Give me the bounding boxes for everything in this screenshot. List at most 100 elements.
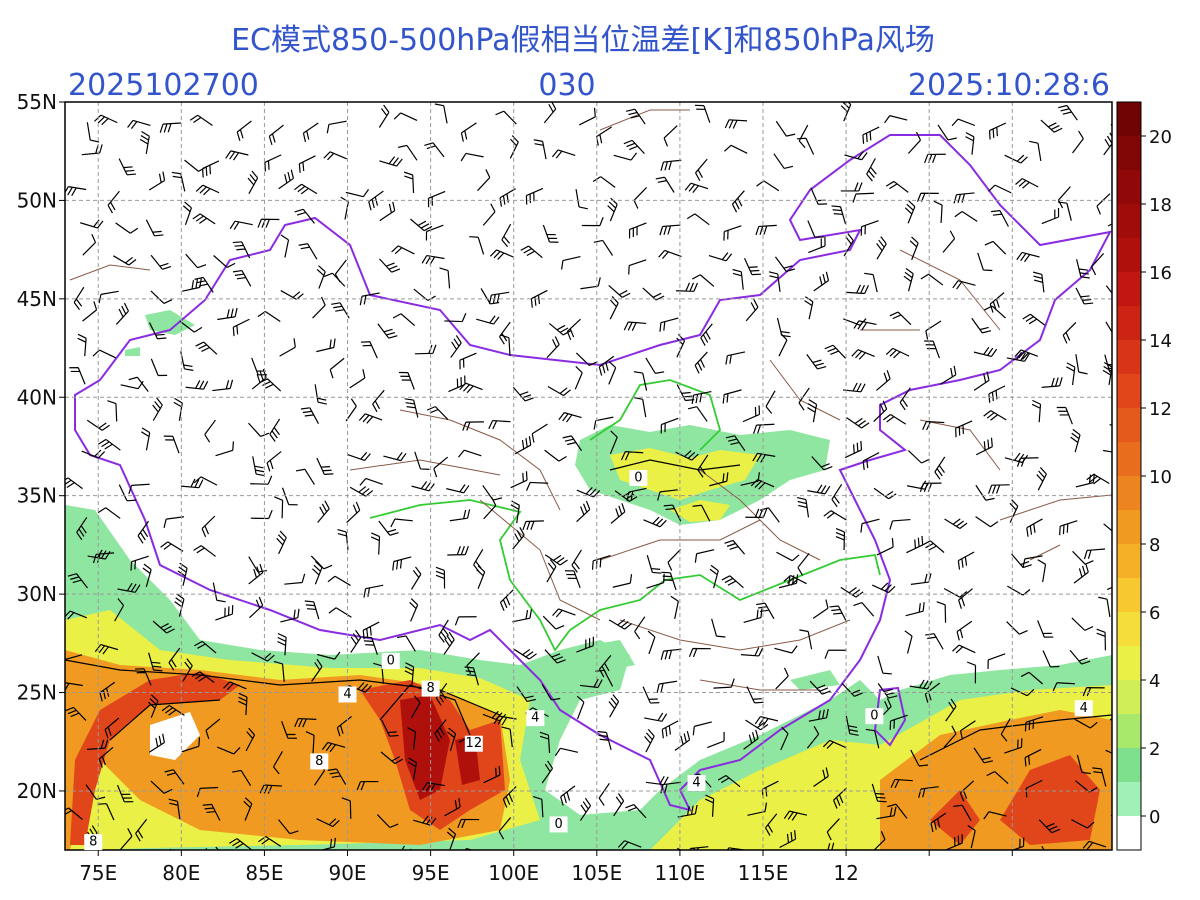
wind-barb	[490, 853, 512, 861]
wind-barb	[575, 352, 598, 366]
wind-barb	[127, 119, 151, 130]
wind-barb	[659, 224, 681, 236]
wind-barb	[403, 171, 415, 194]
wind-barb	[990, 210, 1009, 227]
wind-barb	[909, 679, 933, 690]
wind-barb	[956, 620, 973, 641]
wind-barb	[796, 137, 815, 155]
wind-barb	[435, 566, 446, 589]
wind-barb	[522, 520, 544, 531]
lon-label: 95E	[412, 861, 450, 885]
wind-barb	[376, 814, 399, 829]
wind-barb	[943, 725, 957, 748]
wind-barb	[350, 629, 362, 653]
wind-barb	[774, 256, 796, 272]
wind-barb	[150, 254, 172, 270]
wind-barb	[607, 197, 618, 222]
wind-barb	[107, 400, 118, 422]
wind-barb	[462, 421, 484, 431]
wind-barb	[593, 416, 614, 430]
wind-barb	[86, 419, 110, 431]
valid-time: 2025:10:28:6	[908, 68, 1110, 103]
wind-barb	[398, 144, 418, 161]
lon-label: 85E	[245, 861, 283, 885]
wind-barb	[986, 771, 1009, 785]
wind-barb	[566, 318, 581, 341]
wind-barb	[580, 678, 603, 689]
wind-barb	[341, 797, 352, 819]
shade-red	[70, 672, 1100, 845]
wind-barb	[776, 551, 800, 562]
wind-barb	[323, 151, 347, 161]
wind-barb	[73, 286, 85, 311]
wind-barb	[724, 539, 746, 555]
wind-barb	[229, 220, 253, 230]
contour-label: 0	[634, 470, 642, 485]
wind-barb	[552, 608, 576, 618]
wind-barb	[304, 600, 320, 620]
wind-barb	[1076, 754, 1091, 775]
wind-barb	[533, 795, 544, 818]
contour-label: 8	[426, 681, 434, 696]
lon-label: 105E	[571, 861, 622, 885]
wind-barb	[1014, 349, 1039, 360]
wind-barb	[724, 144, 748, 154]
lon-label: 100E	[488, 861, 539, 885]
wind-barb	[149, 322, 167, 340]
shading	[65, 109, 1112, 850]
wind-barb	[476, 315, 500, 325]
colorbar-swatch	[1117, 408, 1141, 442]
wind-barb	[871, 582, 896, 594]
wind-barb	[1071, 617, 1094, 631]
wind-barb	[936, 601, 947, 623]
wind-barb	[973, 747, 994, 764]
contour-label: 8	[315, 754, 323, 769]
wind-barb	[488, 419, 511, 430]
wind-barb	[533, 139, 547, 160]
wind-barb	[321, 741, 346, 753]
colorbar-swatch	[1117, 136, 1141, 170]
wind-barb	[862, 452, 880, 470]
lat-label: 30N	[17, 582, 57, 606]
wind-barb	[248, 563, 264, 585]
wind-barb	[298, 155, 316, 173]
wind-barb	[797, 553, 810, 576]
wind-barb	[272, 750, 283, 775]
wind-barb	[575, 189, 588, 210]
wind-barb	[99, 681, 116, 702]
wind-barb	[688, 647, 711, 658]
wind-barb	[447, 545, 469, 556]
contour-label-bg	[526, 710, 545, 727]
wind-barb	[1004, 154, 1028, 164]
wind-barb	[171, 171, 186, 192]
wind-barb	[667, 548, 681, 571]
wind-barb	[922, 420, 945, 431]
wind-barb	[660, 417, 679, 434]
wind-barb	[845, 715, 859, 736]
wind-barb	[426, 406, 449, 420]
wind-barb	[323, 272, 346, 287]
lon-label: 115E	[738, 861, 789, 885]
wind-barb	[752, 452, 776, 463]
wind-barb	[633, 371, 648, 391]
wind-barb	[684, 182, 709, 194]
wind-barb	[903, 267, 914, 292]
wind-barb	[446, 484, 470, 494]
wind-barb	[871, 783, 887, 803]
wind-barb	[150, 358, 168, 377]
wind-barb	[1065, 852, 1078, 873]
wind-barb	[597, 730, 612, 751]
wind-barb	[424, 142, 445, 158]
wind-barb	[482, 203, 496, 226]
wind-barb	[1004, 738, 1023, 754]
wind-barb	[312, 296, 326, 319]
wind-barb	[379, 258, 401, 273]
wind-barb	[610, 503, 626, 524]
wind-barb	[975, 516, 999, 528]
wind-barb	[368, 190, 384, 211]
wind-barb	[564, 570, 581, 589]
wind-barb	[833, 787, 848, 809]
wind-barb	[65, 654, 83, 662]
wind-barb	[873, 400, 888, 423]
wind-barb	[314, 384, 327, 405]
